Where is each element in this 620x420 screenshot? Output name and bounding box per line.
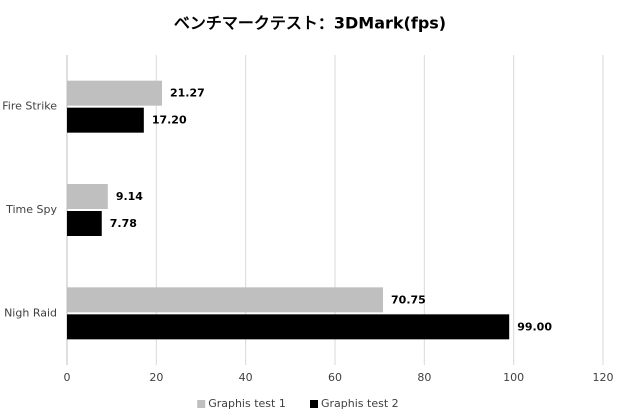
legend-marker <box>310 400 318 408</box>
legend-label: Graphis test 2 <box>321 397 399 410</box>
bar <box>67 107 144 133</box>
x-tick-label: 40 <box>239 371 253 384</box>
value-label: 99.00 <box>517 320 552 333</box>
x-tick-label: 80 <box>417 371 431 384</box>
x-tick-label: 20 <box>149 371 163 384</box>
legend-label: Graphis test 1 <box>208 397 286 410</box>
legend-marker <box>197 400 206 408</box>
bar <box>67 80 163 106</box>
x-tick-label: 120 <box>593 371 614 384</box>
bar <box>67 287 384 313</box>
y-tick-label: Fire Strike <box>2 100 57 113</box>
bar <box>67 211 102 236</box>
value-label: 21.27 <box>170 87 205 100</box>
y-tick-label: Nigh Raid <box>4 306 57 319</box>
x-tick-label: 100 <box>503 371 524 384</box>
value-label: 7.78 <box>110 217 137 230</box>
x-tick-label: 60 <box>328 371 342 384</box>
value-label: 9.14 <box>116 190 143 203</box>
chart-title: ベンチマークテスト：3DMark(fps) <box>174 14 446 33</box>
x-tick-label: 0 <box>64 371 71 384</box>
y-tick-label: Time Spy <box>5 203 57 216</box>
bar <box>67 184 108 209</box>
value-label: 17.20 <box>152 114 187 127</box>
value-label: 70.75 <box>391 293 426 306</box>
bar <box>67 314 510 340</box>
